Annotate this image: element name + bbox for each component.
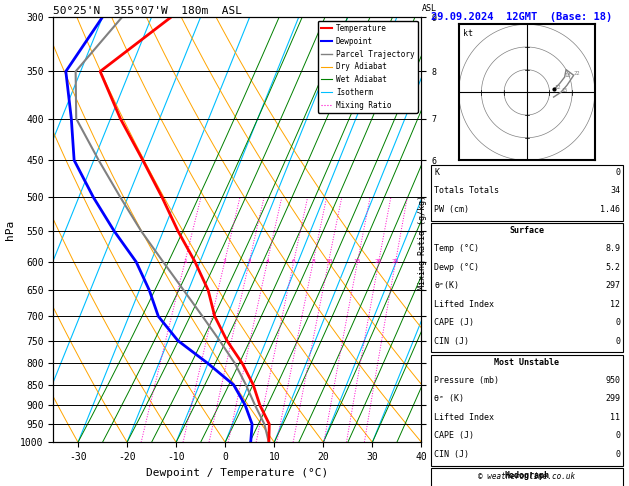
Text: 50°25'N  355°07'W  180m  ASL: 50°25'N 355°07'W 180m ASL <box>53 6 242 16</box>
Text: 8: 8 <box>311 260 315 264</box>
Text: 11: 11 <box>610 413 620 422</box>
X-axis label: Dewpoint / Temperature (°C): Dewpoint / Temperature (°C) <box>147 468 328 478</box>
Text: 0: 0 <box>615 337 620 346</box>
Text: km
ASL: km ASL <box>421 0 437 13</box>
Text: © weatheronline.co.uk: © weatheronline.co.uk <box>478 472 576 481</box>
Text: Mixing Ratio (g/kg): Mixing Ratio (g/kg) <box>418 195 427 291</box>
Text: 20: 20 <box>375 260 382 264</box>
Text: 8.9: 8.9 <box>605 244 620 253</box>
Text: θᵉ(K): θᵉ(K) <box>434 281 459 290</box>
Text: CAPE (J): CAPE (J) <box>434 318 474 327</box>
Text: Dewp (°C): Dewp (°C) <box>434 263 479 272</box>
Text: Surface: Surface <box>509 226 544 235</box>
Text: 10: 10 <box>325 260 332 264</box>
Text: 299: 299 <box>605 395 620 403</box>
Text: 22: 22 <box>574 71 580 76</box>
Text: Most Unstable: Most Unstable <box>494 358 559 366</box>
Text: 25: 25 <box>392 260 399 264</box>
Text: 2: 2 <box>223 260 226 264</box>
Text: Temp (°C): Temp (°C) <box>434 244 479 253</box>
Text: Lifted Index: Lifted Index <box>434 413 494 422</box>
Text: 3: 3 <box>247 260 251 264</box>
Text: CIN (J): CIN (J) <box>434 450 469 459</box>
Text: PW (cm): PW (cm) <box>434 205 469 214</box>
Text: 0: 0 <box>615 168 620 177</box>
Text: CAPE (J): CAPE (J) <box>434 432 474 440</box>
Text: 34: 34 <box>610 187 620 195</box>
Text: 29.09.2024  12GMT  (Base: 18): 29.09.2024 12GMT (Base: 18) <box>431 12 612 22</box>
Y-axis label: hPa: hPa <box>4 220 14 240</box>
Text: 297: 297 <box>605 281 620 290</box>
Text: 0: 0 <box>615 318 620 327</box>
Text: 1.46: 1.46 <box>600 205 620 214</box>
Text: 15: 15 <box>561 88 567 93</box>
Text: 15: 15 <box>353 260 361 264</box>
Text: 18: 18 <box>565 73 571 78</box>
Text: Pressure (mb): Pressure (mb) <box>434 376 499 385</box>
Legend: Temperature, Dewpoint, Parcel Trajectory, Dry Adiabat, Wet Adiabat, Isotherm, Mi: Temperature, Dewpoint, Parcel Trajectory… <box>318 21 418 113</box>
Text: 1: 1 <box>183 260 187 264</box>
Text: 6: 6 <box>292 260 296 264</box>
Text: 5.2: 5.2 <box>605 263 620 272</box>
Text: 12: 12 <box>554 86 560 90</box>
Text: θᵉ (K): θᵉ (K) <box>434 395 464 403</box>
Text: CIN (J): CIN (J) <box>434 337 469 346</box>
Text: Lifted Index: Lifted Index <box>434 300 494 309</box>
Text: 0: 0 <box>615 450 620 459</box>
Text: 0: 0 <box>615 432 620 440</box>
Text: Hodograph: Hodograph <box>504 471 549 480</box>
Text: 950: 950 <box>605 376 620 385</box>
Text: K: K <box>434 168 439 177</box>
Text: 12: 12 <box>610 300 620 309</box>
Text: 4: 4 <box>265 260 269 264</box>
Text: Totals Totals: Totals Totals <box>434 187 499 195</box>
Text: kt: kt <box>464 29 473 37</box>
